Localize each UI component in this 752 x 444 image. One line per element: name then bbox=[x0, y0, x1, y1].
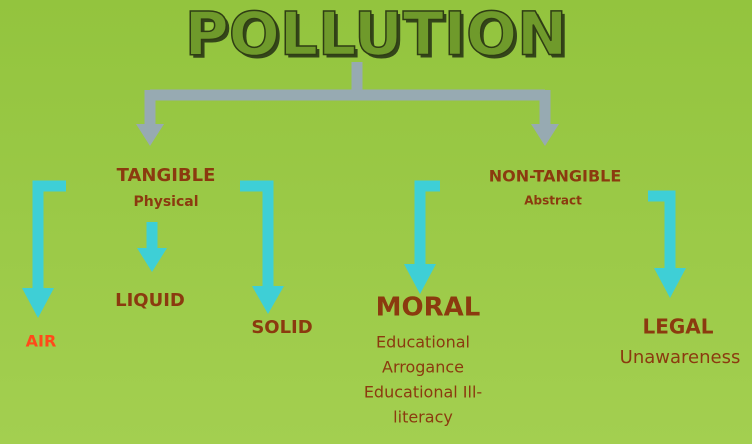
gray-arrows bbox=[144, 62, 551, 128]
node-line: Unawareness bbox=[620, 347, 741, 368]
cyan-arrows bbox=[32, 180, 676, 292]
title-shadow: POLLUTION bbox=[188, 3, 571, 73]
node-sublabel: Abstract bbox=[524, 194, 582, 208]
node-label: NON-TANGIBLE bbox=[489, 167, 622, 186]
node-line: Educational bbox=[376, 333, 470, 352]
node-label: MORAL bbox=[376, 293, 481, 323]
node-line: Arrogance bbox=[382, 358, 464, 377]
cyan-arrowheads bbox=[22, 248, 686, 318]
node-label: LEGAL bbox=[642, 315, 713, 339]
node-label: TANGIBLE bbox=[117, 165, 216, 186]
node-label: AIR bbox=[26, 332, 57, 351]
node-line: literacy bbox=[393, 408, 453, 427]
gray-arrowheads bbox=[136, 124, 559, 146]
node-label: LIQUID bbox=[115, 290, 185, 311]
node-sublabel: Physical bbox=[133, 194, 198, 210]
node-label: SOLID bbox=[251, 317, 312, 338]
title: POLLUTION bbox=[185, 0, 568, 70]
node-line: Educational Ill- bbox=[364, 383, 482, 402]
